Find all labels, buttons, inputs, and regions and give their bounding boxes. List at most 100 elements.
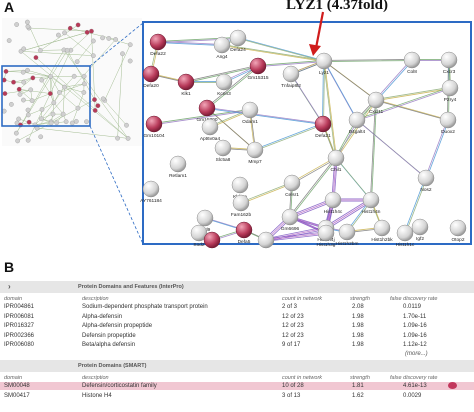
network-node-apt6v0a4[interactable]: Apt6v0a4 [200,118,221,142]
node-sphere [177,73,195,91]
network-node-mmp7[interactable]: Mmp7 [246,141,264,165]
table-row[interactable]: IPR006080 Beta/alpha defensin 9 of 17 1.98 1… [0,341,474,349]
table-row[interactable]: IPR006081 Alpha-defensin 12 of 23 1.98 1.70e… [0,313,474,321]
network-node-cxcl11[interactable]: Cxcl11 [367,91,385,115]
domain-id-link[interactable]: IPR002366 [4,332,35,339]
thumb-edge [41,102,54,119]
thumb-edge [63,49,129,139]
network-node-ang4[interactable]: Ang4 [213,36,231,60]
thumb-node [25,67,30,73]
network-node-odam1[interactable]: Odam1 [241,101,259,125]
network-edge [324,198,371,228]
node-sphere [417,169,435,187]
node-sphere [324,191,342,209]
network-node-otop2[interactable]: Otop2 [449,219,467,243]
network-edge [371,100,377,201]
network-node-cxcr3[interactable]: Cxcr3 [440,51,458,75]
network-node-gm15315[interactable]: Gm15315 [247,57,269,81]
domain-id-link[interactable]: IPR016327 [4,323,35,329]
network-node-hist1h3g[interactable]: Hist1h3g [317,224,336,248]
network-edge [257,60,324,66]
zoom-connector-bottom [89,125,144,245]
network-edge [326,200,373,230]
network-node-hist1h4c[interactable]: Hist1h4c [324,191,343,215]
network-node-klk1[interactable]: Klk1 [177,73,195,97]
thumb-edge [50,76,60,93]
network-node-a4gnt[interactable]: A4gnt [203,231,221,250]
table-row[interactable]: IPR004861 Sodium-dependent phosphate tran… [0,303,474,311]
col-domain: domain [4,296,23,302]
highlight-toggle-icon[interactable] [448,382,457,389]
annotation-arrow [314,11,325,49]
network-edge [336,100,377,159]
section-expander-icon[interactable]: › [8,282,11,291]
col-count[interactable]: count in network [282,375,323,381]
domain-id-link[interactable]: IPR004861 [4,304,35,310]
thumb-node [25,137,31,143]
network-node-hist1h2bk[interactable]: Hist1h2bk [371,219,393,243]
network-node-col8[interactable]: Col8 [403,51,421,75]
node-sphere [142,180,160,198]
network-node-tnfaip8l2[interactable]: Tnfaip8l2 [281,65,301,89]
network-node-b4galt4[interactable]: B4galt4 [348,111,366,135]
network-node-hist1h4n[interactable]: Hist1h4n [362,191,381,215]
table-row[interactable]: IPR002366 Defensin propeptide 12 of 23 1.98… [0,332,474,340]
network-node-defa21[interactable]: Defa21 [314,115,332,139]
table-row[interactable]: IPR016327 Alpha-defensin propeptide 12 of … [0,322,474,330]
count-in-network: 9 of 17 [282,342,301,348]
network-node-retlam1[interactable]: Retlam1 [169,155,187,179]
network-node-chil1[interactable]: Chil1 [327,149,345,173]
network-node-hist1h2bm[interactable]: Hist1h2bm [336,223,359,247]
network-node-gm6696[interactable]: Gm6696 [281,208,300,232]
network-edge [323,59,412,61]
interpro-section-header[interactable]: › Protein Domains and Features (InterPro… [0,281,474,293]
col-strength[interactable]: strength [350,375,370,381]
network-node-celsr1[interactable]: Celsr1 [283,174,301,198]
network-node-wnt3[interactable]: Wnt3 [257,231,275,250]
network-node-defa24[interactable]: Defa24 [229,29,247,53]
network-node-p2ry4[interactable]: P2ry4 [441,79,459,103]
network-node-hist1h1c[interactable]: Hist1h1c [396,224,415,248]
panel-b-label: B [4,259,15,275]
domain-id-link[interactable]: SM00417 [4,392,30,399]
col-fdr[interactable]: false discovery rate [390,375,438,381]
network-edge [356,87,450,120]
network-node-defa20[interactable]: Defa20 [142,65,160,89]
node-label: Hist1h2bk [371,237,393,243]
thumb-edge [31,93,51,101]
domain-description: Alpha-defensin [82,313,123,320]
network-node-nos2[interactable]: Nos2 [417,169,435,193]
thumb-node [39,107,45,112]
network-node-igf2[interactable]: Igf2 [411,218,429,242]
table-row[interactable]: SM00417 Histone H4 3 of 13 1.62 0.0029 [0,392,474,400]
network-node-ay761184[interactable]: AY761184 [140,180,162,204]
network-node-lyz1[interactable]: Lyz1 [315,52,333,76]
col-fdr[interactable]: false discovery rate [390,296,438,302]
smart-section-header[interactable]: Protein Domains (SMART) [0,360,474,372]
network-node-sod2[interactable]: Sod2 [190,224,208,248]
col-count[interactable]: count in network [282,296,323,302]
domain-id-link[interactable]: SM00048 [4,383,30,389]
network-node-defa5[interactable]: Defa5 [235,221,253,245]
thumb-edge [34,122,52,126]
domain-id-link[interactable]: IPR006081 [4,313,35,320]
col-strength[interactable]: strength [350,296,370,302]
node-label: Sod2 [193,242,205,248]
domain-description: Defensin/corticostatin family [82,383,157,389]
thumb-node [124,122,129,128]
network-node-kcnn3[interactable]: Kcnn3 [215,73,233,97]
network-node-fam162b[interactable]: Fam162b [231,194,252,218]
thumb-node [63,119,69,125]
network-node-gm10104[interactable]: Gm10104 [143,115,165,139]
domain-id-link[interactable]: IPR006080 [4,342,35,348]
strength-value: 1.98 [352,313,364,320]
network-node-defa22[interactable]: Defa22 [149,33,167,57]
table-row[interactable]: SM00048 Defensin/corticostatin family 10 o… [0,382,474,390]
network-node-slc5a8[interactable]: Slc5a8 [214,139,232,163]
thumb-node [28,87,34,93]
thumb-node [84,119,89,125]
network-edge [290,158,337,218]
domain-description: Sodium-dependent phosphate transport pro… [82,304,208,310]
network-node-duox2[interactable]: Duox2 [439,111,457,135]
more-link[interactable]: (more...) [405,351,428,357]
